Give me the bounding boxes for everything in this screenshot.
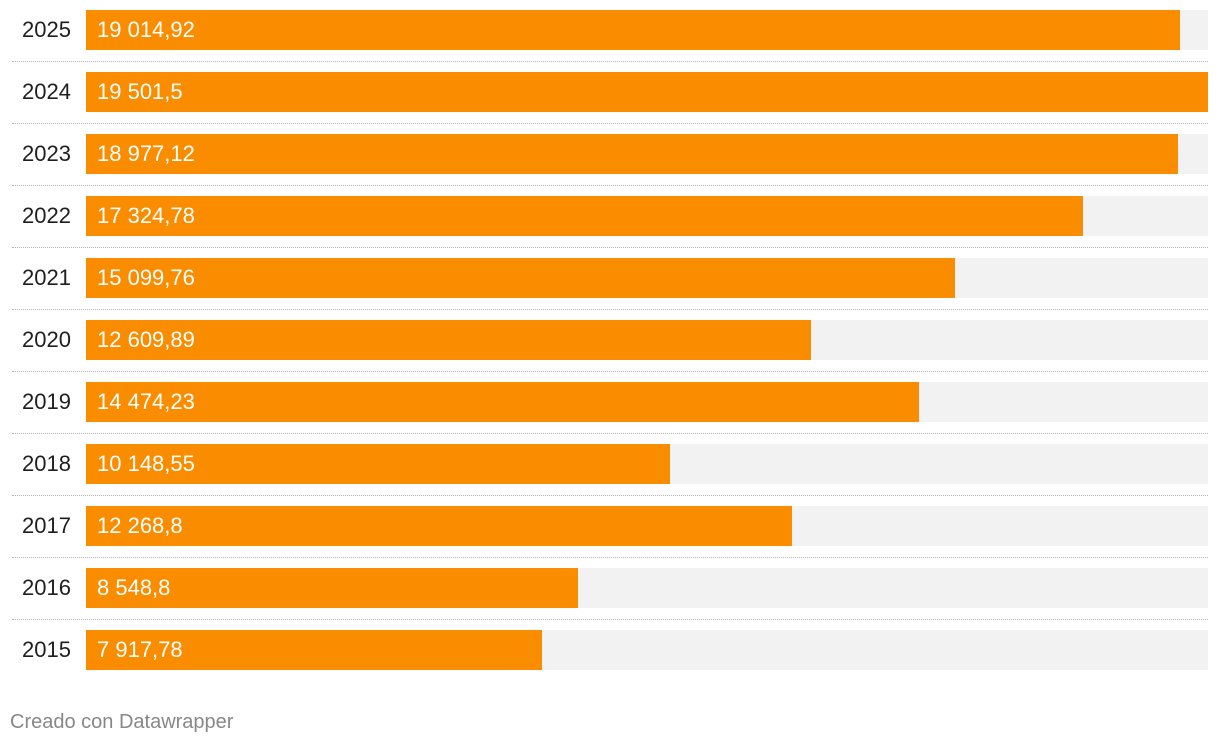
bar-track: 10 148,55	[86, 444, 1208, 484]
bar-row: 2015 7 917,78	[0, 630, 1220, 692]
row-divider	[12, 309, 1208, 310]
bar	[86, 320, 811, 360]
bar-track: 17 324,78	[86, 196, 1208, 236]
category-label: 2019	[22, 389, 71, 414]
bar	[86, 258, 955, 298]
bar-row: 2021 15 099,76	[0, 258, 1220, 320]
bar-track: 14 474,23	[86, 382, 1208, 422]
bar-track: 7 917,78	[86, 630, 1208, 670]
bar-track: 12 268,8	[86, 506, 1208, 546]
bar	[86, 196, 1083, 236]
category-label: 2021	[22, 265, 71, 290]
value-label: 19 014,92	[97, 17, 195, 42]
bar-row: 2023 18 977,12	[0, 134, 1220, 196]
bar-row: 2016 8 548,8	[0, 568, 1220, 630]
category-label: 2022	[22, 203, 71, 228]
category-label: 2016	[22, 575, 71, 600]
value-label: 10 148,55	[97, 451, 195, 476]
category-label: 2015	[22, 637, 71, 662]
bar-row: 2018 10 148,55	[0, 444, 1220, 506]
bar	[86, 506, 792, 546]
bar-row: 2024 19 501,5	[0, 72, 1220, 134]
category-label: 2025	[22, 17, 71, 42]
category-label: 2020	[22, 327, 71, 352]
bar-chart: 2025 19 014,92 2024 19 501,5 2023 18 977,12 20…	[0, 10, 1220, 692]
bar	[86, 10, 1180, 50]
bar	[86, 72, 1208, 112]
value-label: 17 324,78	[97, 203, 195, 228]
value-label: 12 268,8	[97, 513, 183, 538]
credit-text[interactable]: Creado con Datawrapper	[10, 711, 234, 733]
row-divider	[12, 433, 1208, 434]
bar-track: 8 548,8	[86, 568, 1208, 608]
value-label: 19 501,5	[97, 79, 183, 104]
bar-row: 2019 14 474,23	[0, 382, 1220, 444]
bar-row: 2022 17 324,78	[0, 196, 1220, 258]
row-divider	[12, 185, 1208, 186]
row-divider	[12, 495, 1208, 496]
bar-track: 15 099,76	[86, 258, 1208, 298]
value-label: 15 099,76	[97, 265, 195, 290]
bar-track: 12 609,89	[86, 320, 1208, 360]
row-divider	[12, 557, 1208, 558]
category-label: 2017	[22, 513, 71, 538]
bar	[86, 444, 670, 484]
value-label: 12 609,89	[97, 327, 195, 352]
bar-row: 2017 12 268,8	[0, 506, 1220, 568]
bar-track: 19 501,5	[86, 72, 1208, 112]
bar-row: 2025 19 014,92	[0, 10, 1220, 72]
row-divider	[12, 247, 1208, 248]
value-label: 8 548,8	[97, 575, 171, 600]
bar	[86, 568, 578, 608]
row-divider	[12, 619, 1208, 620]
bar-track: 19 014,92	[86, 10, 1208, 50]
bar	[86, 134, 1178, 174]
category-label: 2018	[22, 451, 71, 476]
value-label: 18 977,12	[97, 141, 195, 166]
value-label: 7 917,78	[97, 637, 183, 662]
bar-track: 18 977,12	[86, 134, 1208, 174]
row-divider	[12, 371, 1208, 372]
value-label: 14 474,23	[97, 389, 195, 414]
bar	[86, 382, 919, 422]
category-label: 2023	[22, 141, 71, 166]
row-divider	[12, 61, 1208, 62]
category-label: 2024	[22, 79, 71, 104]
bar	[86, 630, 542, 670]
bar-row: 2020 12 609,89	[0, 320, 1220, 382]
row-divider	[12, 123, 1208, 124]
